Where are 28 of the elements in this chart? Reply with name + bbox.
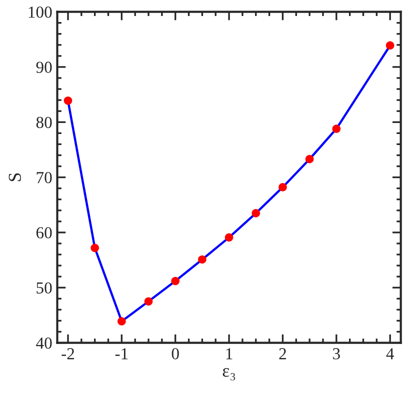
x-tick-label: -2	[62, 348, 74, 360]
point	[332, 124, 341, 133]
point	[224, 233, 234, 242]
y-tick-label: 40	[36, 337, 52, 349]
point	[90, 244, 100, 252]
point	[171, 276, 180, 286]
point	[305, 154, 314, 164]
y-tick-label: 80	[36, 116, 52, 128]
x-axis-title: ε₃	[222, 368, 236, 380]
x-tick-label: 4	[386, 348, 394, 360]
x-tick-label: 2	[279, 348, 286, 360]
point	[198, 255, 206, 264]
y-tick-label: 60	[36, 227, 52, 238]
y-tick-label: 70	[36, 172, 52, 184]
y-axis-title: S	[8, 173, 21, 182]
point	[144, 297, 153, 306]
x-tick-label: 3	[333, 348, 340, 360]
y-tick-label: 90	[36, 62, 52, 73]
y-tick-label: 50	[36, 282, 52, 294]
x-tick-label: 0	[172, 348, 179, 360]
point	[386, 41, 394, 50]
point	[64, 96, 72, 105]
x-tick-label: 1	[226, 348, 232, 360]
y-tick-label: 100	[28, 6, 52, 18]
point	[278, 183, 287, 192]
x-tick-label: -1	[115, 348, 128, 360]
point	[118, 317, 126, 326]
point	[252, 208, 260, 218]
